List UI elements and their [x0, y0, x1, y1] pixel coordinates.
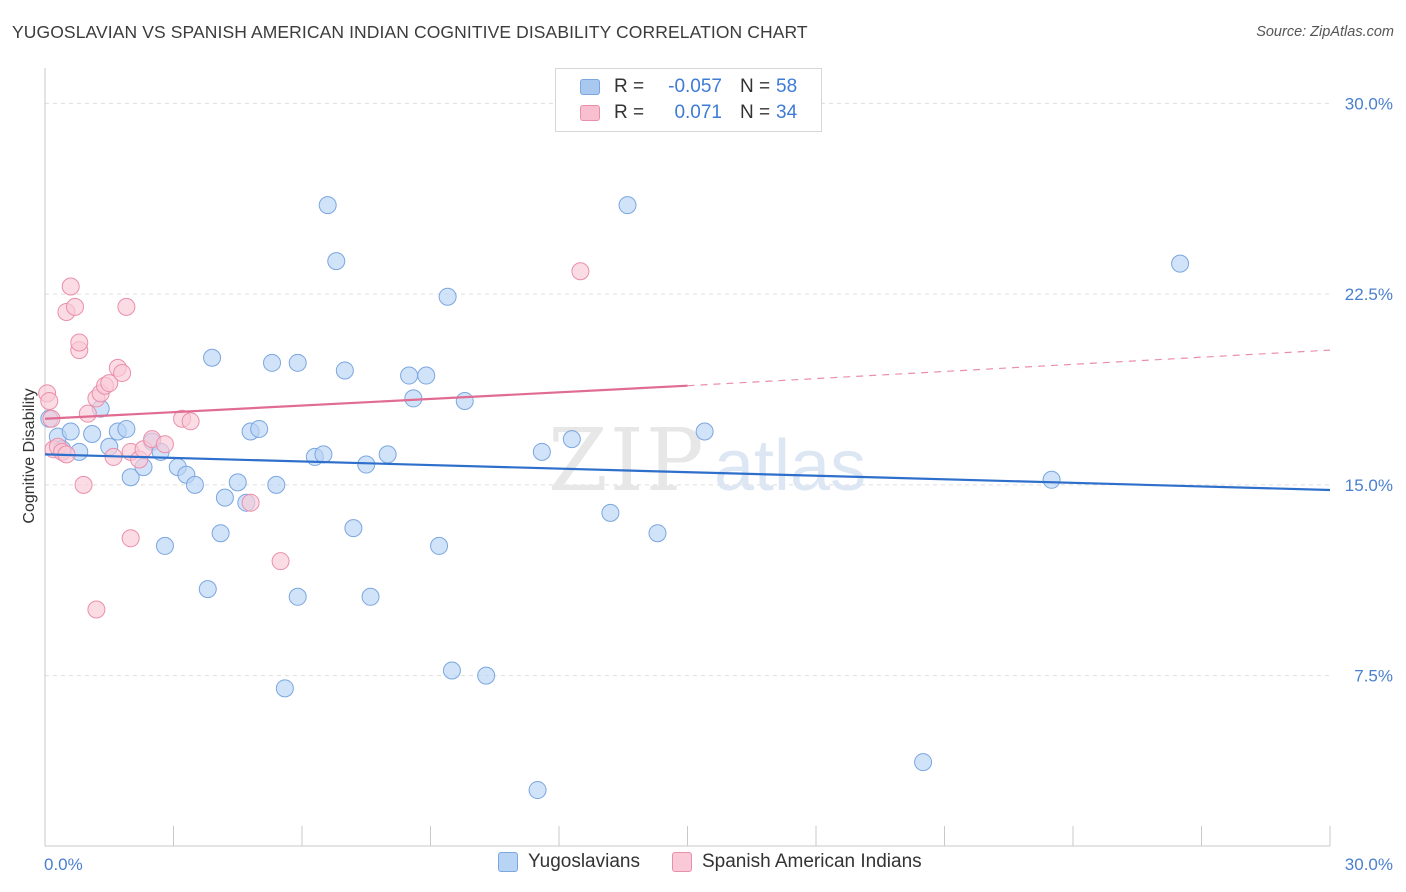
point-yugoslavian — [417, 366, 436, 385]
point-yugoslavian — [215, 488, 234, 507]
legend-item-yugoslavians[interactable]: Yugoslavians — [498, 851, 640, 873]
point-yugoslavian — [532, 442, 551, 461]
point-yugoslavian — [430, 536, 449, 555]
trend-line-spanish-american-indians — [44, 384, 688, 420]
point-yugoslavian — [155, 536, 174, 555]
point-spanish-american-indian — [61, 277, 80, 296]
point-yugoslavian — [275, 679, 294, 698]
y-axis-label: Cognitive Disability — [21, 388, 38, 523]
point-yugoslavian — [263, 353, 282, 372]
point-spanish-american-indian — [121, 529, 140, 548]
point-spanish-american-indian — [87, 600, 106, 619]
legend-swatch-blue — [580, 79, 600, 95]
point-spanish-american-indian — [271, 552, 290, 571]
point-yugoslavian — [618, 196, 637, 215]
n-value: 58 — [776, 76, 798, 97]
point-yugoslavian — [477, 666, 496, 685]
trend-line-yugoslavians — [44, 453, 1331, 492]
x-tick-label: 30.0% — [1345, 855, 1393, 874]
point-yugoslavian — [61, 422, 80, 441]
point-yugoslavian — [648, 524, 667, 543]
point-spanish-american-indian — [571, 262, 590, 281]
point-spanish-american-indian — [117, 297, 136, 316]
point-yugoslavian — [267, 475, 286, 494]
point-spanish-american-indian — [155, 435, 174, 454]
legend-swatch-blue — [498, 852, 518, 872]
point-yugoslavian — [1042, 470, 1061, 489]
point-yugoslavian — [288, 587, 307, 606]
point-yugoslavian — [695, 422, 714, 441]
y-tick-label: 15.0% — [1345, 476, 1393, 495]
r-label: R = — [614, 76, 645, 97]
trend-line-extension — [687, 349, 1331, 387]
point-yugoslavian — [211, 524, 230, 543]
point-yugoslavian — [327, 252, 346, 271]
point-spanish-american-indian — [40, 391, 59, 410]
point-yugoslavian — [1171, 254, 1190, 273]
point-yugoslavian — [357, 455, 376, 474]
point-yugoslavian — [288, 353, 307, 372]
n-label: N = — [740, 102, 771, 123]
point-yugoslavian — [203, 348, 222, 367]
stats-legend: R = -0.057 N = 58 R = 0.071 N = 34 — [555, 68, 822, 132]
point-yugoslavian — [438, 287, 457, 306]
point-yugoslavian — [562, 430, 581, 449]
point-yugoslavian — [400, 366, 419, 385]
legend-row-spanish-american-indians: R = 0.071 N = 34 — [580, 101, 797, 125]
point-yugoslavian — [121, 468, 140, 487]
point-yugoslavian — [335, 361, 354, 380]
point-spanish-american-indian — [113, 363, 132, 382]
point-yugoslavian — [914, 753, 933, 772]
grid-lines — [45, 102, 1330, 677]
r-value: -0.057 — [668, 76, 722, 97]
r-value: 0.071 — [674, 102, 722, 123]
legend-label: Spanish American Indians — [701, 851, 922, 872]
watermark-atlas: atlas — [714, 426, 866, 506]
point-spanish-american-indian — [241, 493, 260, 512]
tick-labels: 7.5% 15.0% 22.5% 30.0% 0.0% 30.0% — [44, 94, 1393, 874]
trend-lines — [44, 349, 1331, 492]
watermark-zip: ZIP — [548, 411, 706, 511]
point-spanish-american-indian — [78, 404, 97, 423]
axes — [44, 68, 1331, 847]
point-yugoslavian — [318, 196, 337, 215]
y-tick-label: 7.5% — [1354, 667, 1393, 686]
point-yugoslavian — [442, 661, 461, 680]
point-yugoslavian — [117, 419, 136, 438]
n-label: N = — [740, 76, 771, 97]
point-spanish-american-indian — [181, 412, 200, 431]
point-yugoslavian — [83, 425, 102, 444]
x-tick-label: 0.0% — [44, 855, 83, 874]
point-yugoslavian — [455, 391, 474, 410]
point-yugoslavian — [228, 473, 247, 492]
legend-swatch-pink — [580, 105, 600, 121]
point-yugoslavian — [601, 503, 620, 522]
point-yugoslavian — [198, 580, 217, 599]
point-yugoslavian — [344, 519, 363, 538]
r-label: R = — [614, 102, 645, 123]
point-yugoslavian — [378, 445, 397, 464]
point-yugoslavian — [528, 781, 547, 800]
point-yugoslavian — [250, 419, 269, 438]
point-yugoslavian — [185, 475, 204, 494]
n-value: 34 — [776, 102, 798, 123]
source-label[interactable]: Source: ZipAtlas.com — [1256, 24, 1394, 40]
point-yugoslavian — [361, 587, 380, 606]
legend-label: Yugoslavians — [528, 851, 640, 872]
point-spanish-american-indian — [65, 297, 84, 316]
chart-title: YUGOSLAVIAN VS SPANISH AMERICAN INDIAN C… — [12, 22, 808, 42]
legend-item-spanish-american-indians[interactable]: Spanish American Indians — [671, 851, 922, 873]
point-spanish-american-indian — [70, 333, 89, 352]
point-spanish-american-indian — [74, 475, 93, 494]
legend-row-yugoslavians: R = -0.057 N = 58 — [580, 75, 797, 99]
series-legend: Yugoslavians Spanish American Indians — [498, 851, 954, 873]
point-spanish-american-indian — [100, 374, 119, 393]
legend-swatch-pink — [671, 852, 692, 872]
point-yugoslavian — [314, 445, 333, 464]
y-tick-label: 30.0% — [1345, 94, 1393, 113]
y-tick-label: 22.5% — [1345, 285, 1393, 304]
